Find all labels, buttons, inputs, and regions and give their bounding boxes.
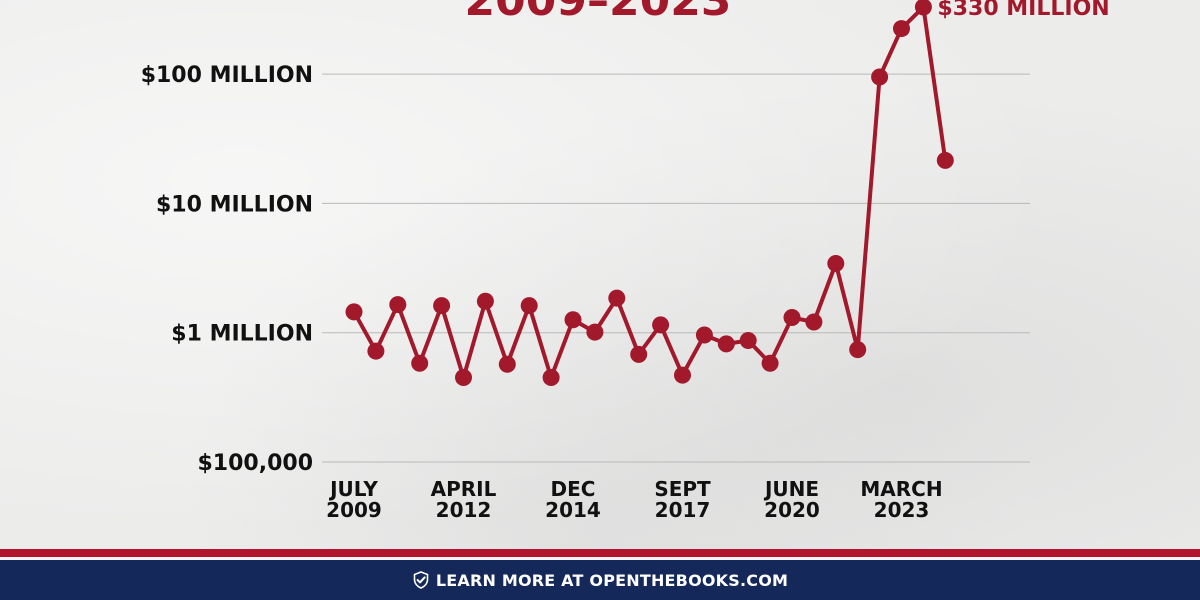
x-tick-label: MARCH	[860, 477, 942, 501]
x-tick-label: 2020	[764, 498, 820, 522]
data-point	[717, 335, 735, 353]
data-point	[761, 354, 779, 372]
data-point	[827, 254, 845, 272]
chart-title: 2009–2023	[465, 0, 732, 26]
data-point	[389, 296, 407, 314]
footer-red-stripe	[0, 549, 1200, 557]
data-point	[498, 355, 516, 373]
data-point	[630, 345, 648, 363]
x-tick-label: JULY	[328, 477, 378, 501]
data-point	[652, 316, 670, 334]
data-point	[783, 309, 801, 327]
data-point	[674, 366, 691, 384]
x-tick-label: 2023	[874, 498, 930, 522]
data-point	[695, 326, 713, 344]
gridlines	[322, 73, 1030, 463]
data-point	[805, 313, 823, 331]
data-point	[849, 341, 867, 359]
data-point	[914, 0, 932, 16]
x-tick-label: JUNE	[763, 477, 819, 501]
learn-more-text: LEARN MORE AT OPENTHEBOOKS.COM	[435, 570, 789, 590]
x-tick-label: 2017	[655, 498, 711, 522]
data-point	[542, 369, 560, 387]
data-point	[871, 68, 889, 86]
check-shield-icon	[412, 571, 430, 589]
x-tick-label: 2009	[326, 498, 382, 522]
footer-bar: LEARN MORE AT OPENTHEBOOKS.COM	[0, 560, 1200, 600]
data-point	[608, 289, 626, 307]
data-point	[411, 354, 429, 372]
y-axis-tick-labels: $100,000 $1 MILLION $10 MILLION $100 MILLIO…	[141, 63, 313, 476]
y-tick-label: $100,000	[197, 451, 313, 476]
annotations: $330 MILLION	[937, 0, 1109, 21]
series-line	[352, 5, 948, 380]
learn-more-link[interactable]: LEARN MORE AT OPENTHEBOOKS.COM	[412, 571, 788, 590]
footer-white-stripe	[0, 557, 1200, 560]
y-tick-label: $100 MILLION	[141, 63, 313, 88]
data-point	[345, 303, 363, 321]
footer-banner: LEARN MORE AT OPENTHEBOOKS.COM	[0, 546, 1200, 600]
x-tick-label: APRIL	[431, 477, 497, 501]
data-point	[433, 297, 451, 315]
data-label: $330 MILLION	[937, 0, 1109, 21]
series-layer	[345, 0, 954, 387]
data-point	[739, 332, 757, 350]
y-tick-label: $1 MILLION	[171, 322, 313, 347]
x-tick-label: DEC	[551, 477, 596, 501]
data-point	[476, 292, 494, 310]
x-tick-label: SEPT	[654, 477, 711, 501]
data-point	[586, 323, 604, 341]
data-point	[455, 369, 472, 387]
data-point	[520, 297, 538, 315]
line-chart: 2009–2023 $100,000$1 MILLION$10 MILLION$…	[141, 0, 1110, 522]
y-tick-label: $10 MILLION	[156, 192, 313, 217]
data-point	[564, 311, 582, 329]
x-tick-label: 2012	[436, 498, 492, 522]
data-point	[936, 151, 954, 169]
data-point	[893, 20, 910, 38]
x-tick-label: 2014	[545, 498, 601, 522]
data-point	[367, 342, 385, 360]
